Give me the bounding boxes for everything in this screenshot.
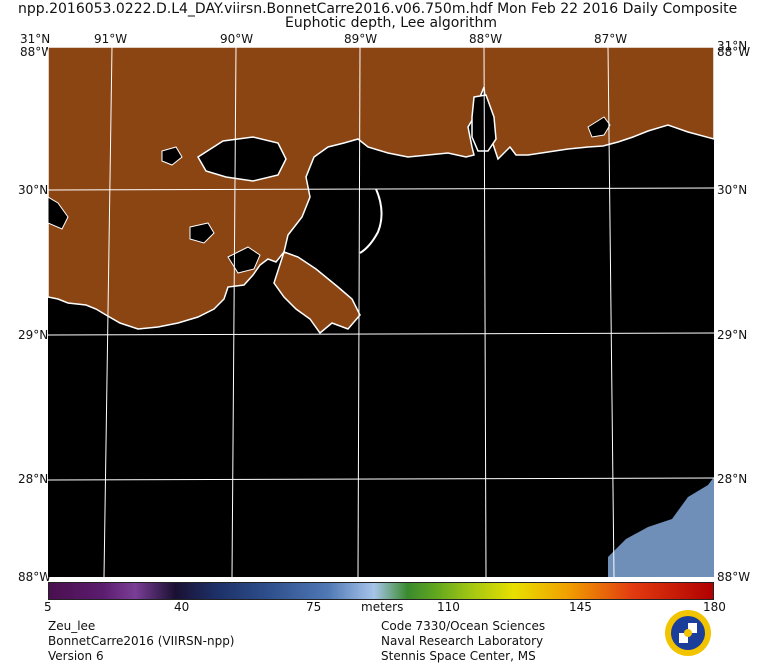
land-area bbox=[48, 47, 714, 330]
footer-product-name: Zeu_lee bbox=[48, 619, 96, 633]
lon-label-87w: 87°W bbox=[594, 32, 628, 46]
atchafalaya-bay bbox=[48, 196, 69, 230]
lake-maurepas bbox=[161, 146, 183, 166]
product-subtitle: Euphotic depth, Lee algorithm bbox=[285, 15, 498, 31]
lat-label-30n-left: 30°N bbox=[18, 183, 49, 197]
colorbar-tick-145: 145 bbox=[569, 600, 592, 614]
footer-version: Version 6 bbox=[48, 649, 104, 663]
lon-label-91w: 91°W bbox=[94, 32, 128, 46]
footer-code: Code 7330/Ocean Sciences bbox=[381, 619, 546, 633]
lat-label-28n-left: 28°N bbox=[18, 472, 49, 486]
colorbar-tick-110: 110 bbox=[437, 600, 460, 614]
pensacola-bay bbox=[587, 116, 611, 138]
lon-label-90w: 90°W bbox=[220, 32, 254, 46]
lat-label-28n-right: 28°N bbox=[717, 472, 748, 486]
corner-lon-bottom-left: 88°W bbox=[18, 570, 52, 584]
chandeleur-islands bbox=[359, 188, 383, 254]
lon-label-89w: 89°W bbox=[344, 32, 378, 46]
lat-label-30n-right: 30°N bbox=[717, 183, 748, 197]
corner-lon-top-left: 88°W bbox=[20, 45, 54, 59]
colorbar-tick-40: 40 bbox=[174, 600, 190, 614]
footer-organization: Naval Research Laboratory bbox=[381, 634, 544, 648]
color-scale-bar bbox=[48, 582, 714, 600]
colorbar-tick-75: 75 bbox=[306, 600, 322, 614]
shelf-water-patch bbox=[608, 477, 714, 577]
lat-label-29n-right: 29°N bbox=[717, 328, 748, 342]
corner-lon-bottom-right: 88°W bbox=[717, 570, 751, 584]
nrl-seal-logo bbox=[665, 610, 711, 656]
lake-salvador bbox=[189, 222, 215, 244]
lon-label-88w: 88°W bbox=[469, 32, 503, 46]
corner-lon-top-right: 88°W bbox=[717, 45, 751, 59]
mississippi-delta bbox=[273, 251, 361, 335]
footer-location: Stennis Space Center, MS bbox=[381, 649, 536, 663]
barataria-bay bbox=[227, 246, 261, 274]
footer-region: BonnetCarre2016 (VIIRSN-npp) bbox=[48, 634, 235, 648]
euphotic-depth-map bbox=[48, 47, 714, 577]
lake-pontchartrain bbox=[196, 136, 287, 182]
product-filename-title: npp.2016053.0222.D.L4_DAY.viirsn.BonnetC… bbox=[18, 1, 738, 17]
colorbar-tick-180: 180 bbox=[703, 600, 726, 614]
colorbar-tick-5: 5 bbox=[44, 600, 52, 614]
graticule bbox=[48, 47, 714, 577]
lat-label-29n-left: 29°N bbox=[18, 328, 49, 342]
colorbar-unit-label: meters bbox=[361, 600, 404, 614]
corner-lat-top-right: 31°N bbox=[717, 39, 748, 53]
corner-lat-top-left: 31°N bbox=[20, 32, 51, 46]
